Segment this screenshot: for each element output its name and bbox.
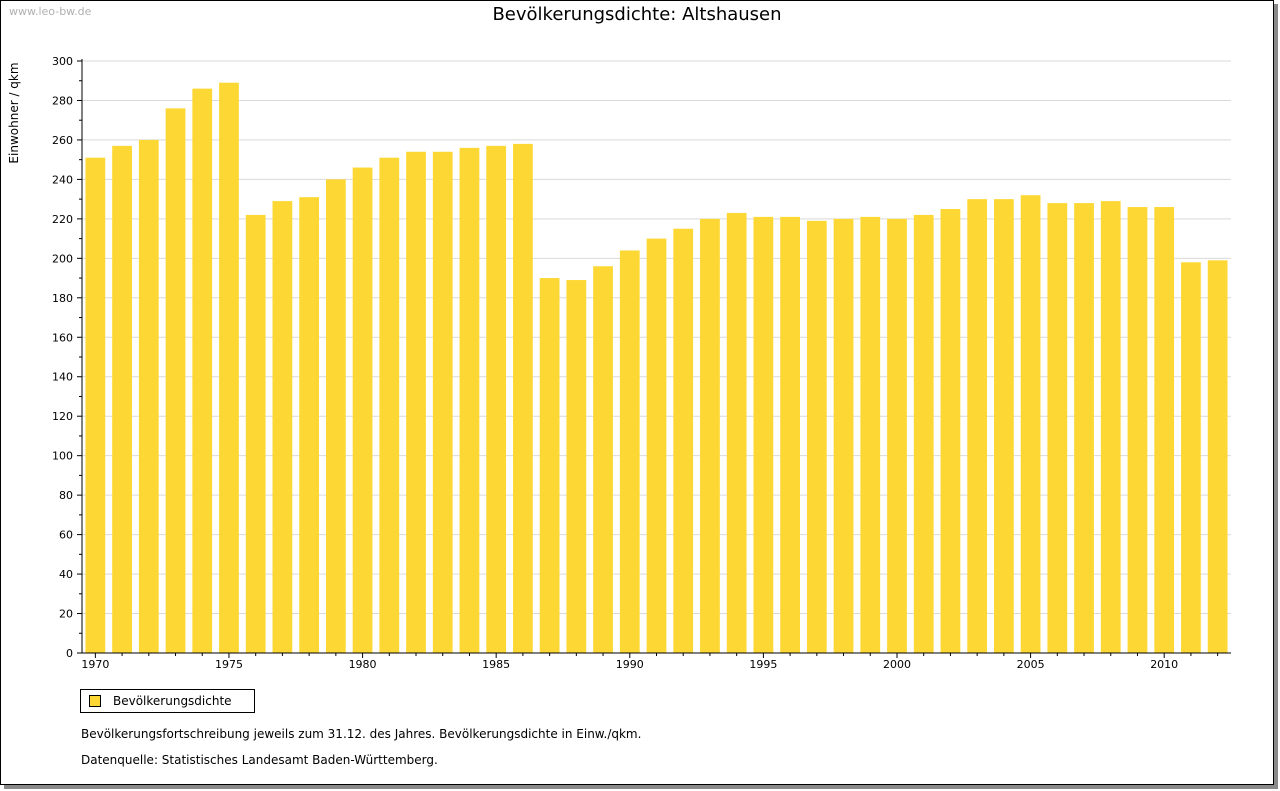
legend-swatch <box>89 695 101 707</box>
x-tick-label: 1995 <box>749 658 777 671</box>
x-tick-label: 2005 <box>1017 658 1045 671</box>
bar-2005 <box>1020 195 1041 654</box>
y-tick-label: 160 <box>52 331 73 344</box>
bar-1978 <box>299 197 320 653</box>
footnote: Bevölkerungsfortschreibung jeweils zum 3… <box>81 727 642 741</box>
y-tick-label: 40 <box>59 568 73 581</box>
bar-1980 <box>352 167 373 653</box>
bar-1992 <box>673 228 694 653</box>
x-tick-label: 1985 <box>482 658 510 671</box>
x-tick-label: 2000 <box>883 658 911 671</box>
bar-1995 <box>753 216 774 654</box>
bar-2012 <box>1207 260 1228 653</box>
bar-1999 <box>860 216 881 654</box>
bar-1984 <box>459 147 480 653</box>
bar-1987 <box>539 278 560 653</box>
x-tick-label: 1970 <box>81 658 109 671</box>
bar-1983 <box>432 151 453 654</box>
y-tick-label: 260 <box>52 134 73 147</box>
bar-1982 <box>406 151 426 654</box>
y-tick-label: 300 <box>52 55 73 68</box>
bar-2011 <box>1181 262 1201 653</box>
bar-1977 <box>272 201 293 653</box>
bar-2007 <box>1074 203 1094 653</box>
bar-1972 <box>138 139 159 653</box>
y-tick-label: 120 <box>52 410 73 423</box>
bar-2004 <box>993 199 1014 653</box>
x-tick-label: 2010 <box>1150 658 1178 671</box>
x-tick-label: 1990 <box>616 658 644 671</box>
bar-1989 <box>593 266 613 653</box>
chart-title: Bevölkerungsdichte: Altshausen <box>492 4 782 25</box>
y-tick-label: 0 <box>66 647 73 660</box>
bar-1991 <box>646 238 667 653</box>
y-tick-label: 140 <box>52 371 73 384</box>
bar-1970 <box>85 157 106 653</box>
x-tick-label: 1980 <box>349 658 377 671</box>
y-tick-label: 180 <box>52 292 73 305</box>
bar-2006 <box>1047 203 1068 653</box>
bar-1976 <box>245 214 266 654</box>
y-tick-label: 200 <box>52 252 73 265</box>
bar-1975 <box>219 82 239 653</box>
bar-1990 <box>619 250 640 653</box>
bar-1998 <box>833 218 854 653</box>
bar-2003 <box>967 199 988 653</box>
bar-1996 <box>780 216 800 654</box>
bar-1993 <box>700 218 720 653</box>
bar-2001 <box>913 214 934 654</box>
bar-2008 <box>1100 201 1121 653</box>
bar-1974 <box>192 88 213 654</box>
watermark: www.leo-bw.de <box>9 5 92 18</box>
y-tick-label: 60 <box>59 529 73 542</box>
bar-1971 <box>112 145 132 653</box>
y-tick-label: 100 <box>52 450 73 463</box>
y-tick-label: 80 <box>59 489 73 502</box>
legend-label: Bevölkerungsdichte <box>113 694 232 708</box>
y-tick-label: 220 <box>52 213 73 226</box>
bar-1973 <box>165 108 186 654</box>
bar-2002 <box>940 209 961 653</box>
bar-1994 <box>726 212 747 654</box>
bar-1988 <box>566 280 587 653</box>
bar-2010 <box>1154 207 1175 653</box>
y-tick-label: 20 <box>59 608 73 621</box>
source-note: Datenquelle: Statistisches Landesamt Bad… <box>81 753 438 767</box>
bar-1979 <box>325 179 346 653</box>
bar-1997 <box>806 220 827 653</box>
legend: Bevölkerungsdichte <box>80 689 255 713</box>
bar-1981 <box>379 157 400 653</box>
bar-2009 <box>1127 207 1148 653</box>
bar-1985 <box>486 145 507 653</box>
y-tick-label: 280 <box>52 94 73 107</box>
y-tick-label: 240 <box>52 173 73 186</box>
x-tick-label: 1975 <box>215 658 243 671</box>
bar-1986 <box>513 143 533 653</box>
bar-2000 <box>887 218 907 653</box>
